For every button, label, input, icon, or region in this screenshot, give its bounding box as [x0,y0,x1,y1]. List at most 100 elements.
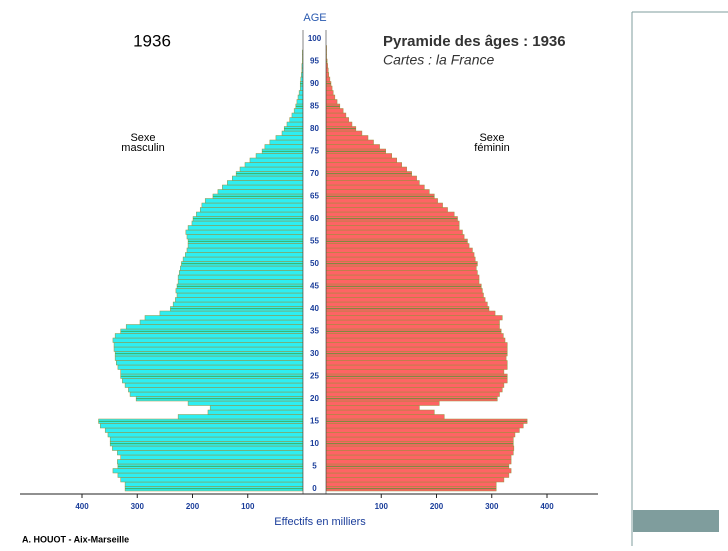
bar [117,472,304,478]
bar [325,445,515,451]
legend-label: Sexe [130,132,155,144]
bar [129,391,304,397]
bar [104,427,304,433]
bar [325,427,520,433]
age-tick-label: 55 [310,236,319,245]
bar [299,85,304,91]
bar [325,153,392,159]
bar [112,468,304,474]
bar [325,135,369,141]
bar [116,360,304,366]
legend-label: féminin [474,142,509,154]
bar [325,310,496,316]
bar [99,423,304,429]
bar [325,364,508,370]
age-axis-label: AGE [303,12,326,24]
bar [325,184,425,190]
bar [325,90,334,96]
bar [217,189,304,195]
age-tick-label: 15 [310,416,319,425]
bar [112,445,304,451]
bar [264,144,304,150]
bar [325,337,506,343]
bar [325,265,477,271]
bar [325,477,505,483]
bar [139,319,304,325]
bar [325,175,417,181]
bar [176,292,304,298]
bar [293,108,304,114]
bar [112,337,304,343]
bar [325,454,512,460]
bar [281,130,304,136]
bar [107,432,304,438]
bar [117,450,304,456]
bar [325,189,430,195]
bar [199,207,304,213]
bar [325,319,500,325]
bar [144,315,304,321]
bar [120,454,304,460]
bar [172,301,304,307]
bar [325,481,497,487]
bar [325,459,512,465]
bar [325,301,488,307]
age-tick-label: 100 [308,34,322,43]
bar [325,270,478,276]
bar [325,67,329,73]
bar [177,414,304,420]
bar [300,76,304,82]
bar [325,472,510,478]
bar [325,225,460,231]
age-tick-label: 60 [310,214,319,223]
age-tick-label: 0 [312,484,317,493]
x-tick-label: 400 [75,502,89,511]
age-tick-label: 10 [310,439,319,448]
bar [113,342,304,348]
bar [175,288,304,294]
bar [196,211,304,217]
chart-subtitle: Cartes : la France [383,52,494,68]
bar [325,220,460,226]
bar [255,153,304,159]
bar [113,346,304,352]
bar [204,198,304,204]
bar [120,477,304,483]
bar [207,409,304,415]
bar [325,324,500,330]
bar [239,166,304,172]
x-tick-label: 300 [485,502,499,511]
age-tick-label: 80 [310,124,319,133]
bar [325,297,486,303]
bar [186,234,304,240]
bar [325,121,353,127]
bar [325,292,484,298]
age-column [303,30,326,494]
bar [325,234,465,240]
bar [325,243,470,249]
bar [291,112,304,118]
bar [325,247,473,253]
bar [187,243,304,249]
bar [185,252,304,258]
bar [120,369,304,375]
bar [128,387,304,393]
bar [325,315,503,321]
age-tick-label: 25 [310,371,319,380]
bar [325,391,500,397]
bar [325,162,402,168]
bar [325,229,463,235]
bar [325,369,505,375]
bar [187,400,304,406]
bar [297,94,304,100]
bar [325,99,338,105]
x-tick-label: 300 [131,502,145,511]
bar [325,405,420,411]
bar [269,139,304,145]
bar [249,157,304,163]
age-tick-label: 45 [310,281,319,290]
bar [325,468,512,474]
bar [325,207,448,213]
bar [182,256,304,262]
age-tick-label: 30 [310,349,319,358]
